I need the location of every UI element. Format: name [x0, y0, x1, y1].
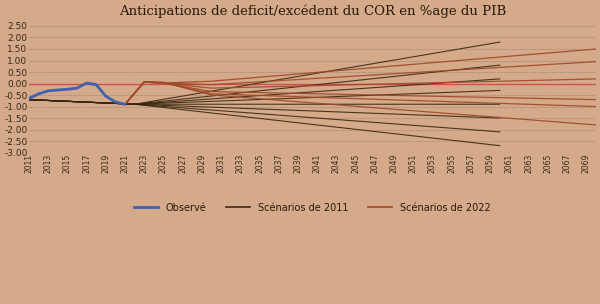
- Title: Anticipations de deficit/excédent du COR en %age du PIB: Anticipations de deficit/excédent du COR…: [119, 4, 506, 18]
- Legend: Observé, Scénarios de 2011, Scénarios de 2022: Observé, Scénarios de 2011, Scénarios de…: [130, 199, 495, 216]
